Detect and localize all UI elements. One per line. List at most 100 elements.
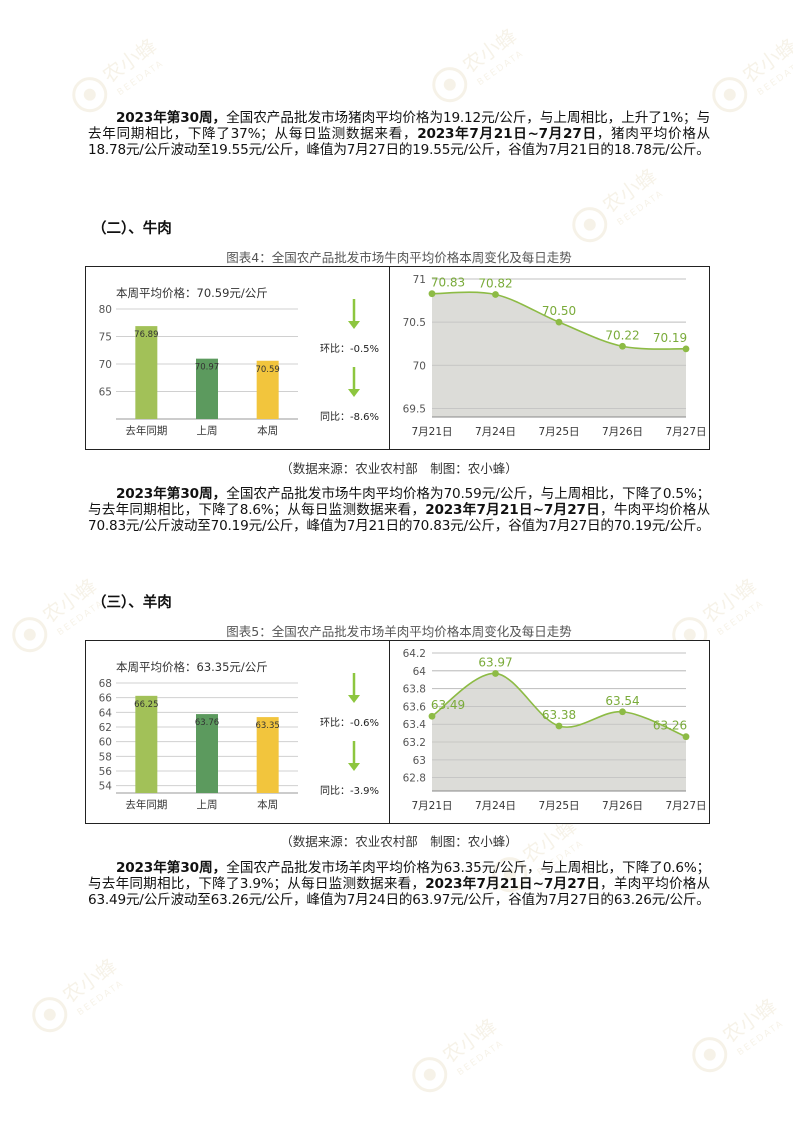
watermark-text: 农小蜂	[58, 954, 121, 1008]
beef-data-source: （数据来源：农业农村部 制图：农小蜂）	[280, 461, 518, 476]
watermark-subtext: BEEDATA	[756, 59, 793, 99]
beef-summary: 全国农产品批发市场牛肉平均价格为70.59元/公斤，与上周相比，下降了0.5%；…	[88, 486, 710, 518]
data-point	[619, 342, 626, 350]
mutton-data-source: （数据来源：农业农村部 制图：农小蜂）	[280, 834, 518, 849]
bar	[256, 717, 279, 793]
y-tick-label: 63.6	[403, 701, 427, 713]
mutton-trend: ，羊肉平均价格从63.49元/公斤波动至63.26元/公斤，峰值为7月24日的6…	[88, 876, 710, 908]
y-tick-label: 62	[99, 722, 112, 734]
beef-chart-caption: 图表4：全国农产品批发市场牛肉平均价格本周变化及每日走势	[226, 250, 572, 265]
beef-bar-chart: 本周平均价格：70.59元/公斤 环比：-0.5% 同比：-8.6% 65 70 7…	[85, 266, 391, 450]
watermark-text: 农小蜂	[598, 164, 661, 218]
beef-trend: ，牛肉平均价格从70.83元/公斤波动至70.19元/公斤，峰值为7月21日的7…	[88, 502, 710, 534]
mutton-chart-caption: 图表5：全国农产品批发市场羊肉平均价格本周变化及每日走势	[226, 624, 572, 639]
y-tick-label: 64.2	[403, 648, 426, 660]
mutton-bar-plot: 54 56 58 60 62 64 66 68 66.25 去年同期 63.76 上周 63.35 本周	[99, 673, 360, 811]
pork-week-lead: 2023年第30周，	[116, 110, 227, 126]
y-tick-label: 68	[99, 678, 112, 690]
x-tick-label: 上周	[197, 425, 218, 437]
mutton-summary: 全国农产品批发市场羊肉平均价格为63.35元/公斤，与上周相比，下降了0.6%；…	[88, 860, 710, 892]
data-point	[555, 722, 563, 730]
mutton-yoy-change: 同比：-3.9%	[320, 786, 380, 797]
y-tick-label: 64	[413, 666, 427, 678]
y-tick-label: 65	[99, 387, 112, 399]
x-tick-label: 去年同期	[125, 424, 167, 437]
bee-logo-icon	[423, 1068, 436, 1081]
x-tick-label: 7月25日	[538, 426, 579, 438]
data-label: 63.26	[653, 719, 687, 733]
area-fill	[432, 673, 686, 791]
mutton-heading: （三）、羊肉	[92, 595, 172, 611]
beef-date-range: 2023年7月21日~7月27日	[425, 502, 601, 518]
data-label: 63.97	[478, 655, 512, 669]
y-tick-label: 71	[413, 274, 426, 286]
pork-summary: 全国农产品批发市场猪肉平均价格为19.12元/公斤，与上周相比，上升了1%；与去…	[88, 110, 710, 142]
bar-value-label: 63.35	[255, 721, 279, 731]
data-label: 70.19	[653, 331, 687, 345]
beef-week-lead: 2023年第30周，	[116, 486, 227, 502]
bar	[196, 714, 218, 793]
bee-logo-icon	[23, 628, 36, 641]
bee-logo-icon	[43, 1008, 56, 1021]
y-tick-label: 70.5	[403, 317, 426, 329]
data-label: 63.49	[431, 698, 465, 712]
pork-paragraph: 2023年第30周，全国农产品批发市场猪肉平均价格为19.12元/公斤，与上周相…	[88, 110, 710, 158]
y-tick-label: 54	[99, 781, 113, 793]
bee-logo-icon	[443, 78, 456, 91]
y-tick-label: 60	[99, 737, 112, 749]
down-arrow-icon	[348, 695, 360, 703]
bar	[135, 695, 158, 793]
bar	[196, 358, 218, 419]
mutton-bar-chart: 本周平均价格：63.35元/公斤 环比：-0.6% 同比：-3.9% 54 56 5…	[85, 640, 391, 824]
area-fill	[432, 292, 686, 417]
data-point	[492, 291, 499, 298]
x-tick-label: 本周	[257, 424, 278, 437]
bee-logo-icon	[12, 617, 48, 653]
bee-logo-icon	[412, 1057, 448, 1093]
mutton-date-range: 2023年7月21日~7月27日	[425, 876, 601, 892]
mutton-week-lead: 2023年第30周，	[116, 860, 227, 876]
watermark-text: 农小蜂	[718, 994, 781, 1048]
watermark-text: 农小蜂	[458, 24, 521, 78]
beef-yoy-change: 同比：-8.6%	[320, 412, 380, 423]
beef-paragraph: 2023年第30周，全国农产品批发市场牛肉平均价格为70.59元/公斤，与上周相…	[88, 486, 710, 534]
x-tick-label: 7月21日	[411, 426, 452, 438]
x-tick-label: 7月26日	[602, 800, 643, 812]
watermark-subtext: BEEDATA	[76, 979, 127, 1019]
bee-logo-icon	[572, 207, 608, 243]
data-point	[555, 318, 563, 326]
x-tick-label: 去年同期	[125, 798, 167, 811]
down-arrow-icon	[348, 321, 360, 329]
watermark-subtext: BEEDATA	[616, 189, 667, 229]
y-tick-label: 63	[413, 755, 426, 767]
y-tick-label: 58	[99, 751, 112, 763]
bee-logo-icon	[723, 88, 736, 101]
pork-trend: ，猪肉平均价格从18.78元/公斤波动至19.55元/公斤，峰值为7月27日的1…	[88, 126, 710, 158]
bar-value-label: 70.97	[195, 363, 219, 373]
down-arrow-icon	[348, 389, 360, 397]
data-label: 63.54	[605, 694, 639, 708]
y-tick-label: 80	[99, 304, 112, 316]
x-tick-label: 本周	[257, 798, 278, 811]
bee-logo-icon	[83, 88, 96, 101]
y-tick-label: 75	[99, 332, 112, 344]
x-tick-label: 7月25日	[538, 800, 579, 812]
data-point	[428, 712, 436, 720]
mutton-avg-price-label: 本周平均价格：63.35元/公斤	[116, 660, 268, 674]
bar	[256, 360, 279, 419]
data-point	[682, 345, 690, 353]
y-tick-label: 56	[99, 766, 113, 778]
bar	[135, 326, 158, 419]
watermark-subtext: BEEDATA	[116, 59, 167, 99]
watermark-text: 农小蜂	[98, 34, 161, 88]
watermark-subtext: BEEDATA	[736, 1019, 787, 1059]
y-tick-label: 64	[99, 707, 113, 719]
y-tick-label: 62.8	[403, 773, 426, 785]
watermark-text: 农小蜂	[698, 574, 761, 628]
x-tick-label: 7月27日	[665, 800, 706, 812]
x-tick-label: 7月27日	[665, 426, 706, 438]
beef-line-plot: 69.5 70 70.5 71 70.83 7月21日 70.82 7月24日 70.50 7月2…	[403, 274, 707, 438]
